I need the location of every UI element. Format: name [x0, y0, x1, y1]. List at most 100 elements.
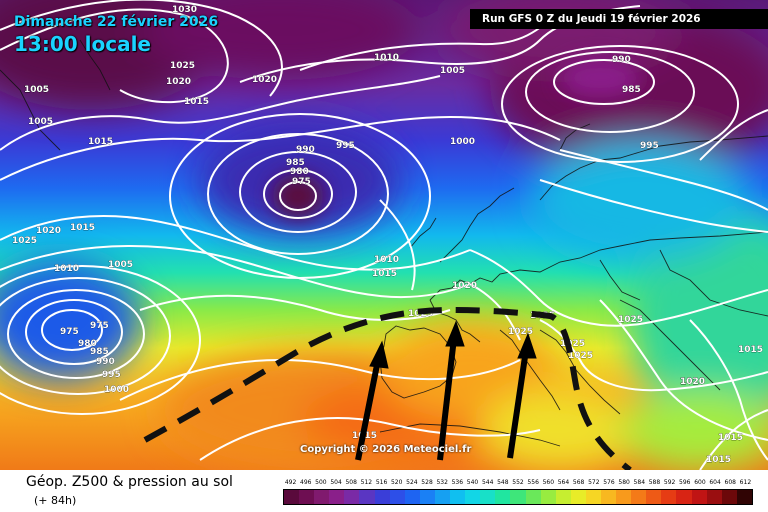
scale-swatch [525, 490, 541, 504]
isobar-label: 1005 [24, 85, 49, 95]
scale-label: 492 [284, 479, 297, 486]
forecast-time: 13:00 locale [14, 32, 151, 56]
arrow-3-head [517, 332, 537, 359]
scale-label: 540 [466, 479, 479, 486]
color-scale-labels: 492 496 500 504 508 512 516 520 524 528 532 536 540 5… [283, 479, 753, 487]
isobar-label: 985 [622, 85, 641, 95]
isobar-label: 1015 [738, 345, 763, 355]
scale-swatch [480, 490, 496, 504]
isobar-label: 1010 [374, 53, 399, 63]
scale-label: 572 [588, 479, 600, 486]
forecast-date: Dimanche 22 février 2026 [14, 14, 219, 30]
scale-label: 528 [421, 479, 433, 486]
isobar-label: 1015 [372, 269, 397, 279]
forecast-lead: (+ 84h) [34, 494, 77, 507]
isobar-label: 1005 [24, 85, 49, 95]
scale-label: 584 [633, 479, 646, 486]
isobars [0, 0, 768, 470]
isobar-label: 1025 [170, 61, 195, 71]
isobar-label: 995 [336, 141, 355, 151]
scale-swatch [374, 490, 390, 504]
isobar-label: 1020 [36, 226, 61, 236]
scale-swatch [344, 490, 360, 504]
isobar-label: 1020 [452, 281, 477, 291]
isobar-label: 975 [60, 327, 79, 337]
scale-label: 544 [481, 479, 494, 486]
isobar-label: 980 [290, 167, 309, 177]
scale-label: 592 [663, 479, 676, 486]
isobar-label: 1010 [54, 264, 79, 274]
scale-swatch [646, 490, 662, 504]
scale-swatch [510, 490, 526, 504]
isobar-label: 1005 [28, 117, 53, 127]
isobar-label: 1010 [374, 255, 399, 265]
isobar-label: 1015 [184, 97, 209, 107]
isobar-label: 1005 [108, 260, 133, 270]
scale-swatch [600, 490, 617, 504]
scale-label: 548 [497, 479, 509, 486]
scale-label: 512 [360, 479, 373, 486]
scale-label: 612 [739, 479, 752, 486]
isobar-label: 995 [640, 141, 659, 151]
scale-swatch [419, 490, 435, 504]
scale-swatch [495, 490, 511, 504]
scale-label: 496 [300, 479, 312, 486]
isobar-label: 1015 [88, 137, 113, 147]
isobar-label: 1005 [440, 66, 465, 76]
scale-label: 596 [679, 479, 691, 486]
scale-swatch [540, 490, 556, 504]
scale-swatch [585, 490, 601, 504]
scale-label: 552 [512, 479, 524, 486]
isobar-label: 990 [296, 145, 315, 155]
isobar-label: 1025 [618, 315, 643, 325]
scale-swatch [706, 490, 722, 504]
arrow-2-head [445, 320, 465, 347]
scale-label: 604 [709, 479, 721, 486]
isobar-label: 985 [286, 158, 305, 168]
isobar-label: 995 [102, 370, 121, 380]
isobar-label: 1025 [560, 339, 585, 349]
isobar-label: 980 [78, 339, 97, 349]
scale-label: 508 [345, 479, 357, 486]
scale-swatch [389, 490, 405, 504]
isobar-label: 1015 [718, 433, 743, 443]
scale-label: 556 [527, 479, 539, 486]
scale-label: 608 [724, 479, 736, 486]
arrow-2 [437, 337, 457, 461]
isobar-label: 975 [90, 321, 109, 331]
scale-label: 500 [315, 479, 327, 486]
isobar-label: 1025 [568, 351, 593, 361]
scale-swatch [404, 490, 420, 504]
copyright-text: Copyright © 2026 Meteociel.fr [300, 444, 472, 455]
isobar-label: 1000 [450, 137, 475, 147]
arrow-3 [507, 349, 529, 459]
scale-label: 580 [618, 479, 630, 486]
arrow-1 [355, 359, 381, 461]
scale-label: 568 [572, 479, 585, 486]
arrow-1-head [369, 340, 389, 369]
isobar-label: 1030 [172, 5, 197, 15]
ridge-line [143, 306, 632, 470]
scale-label: 560 [542, 479, 555, 486]
isobar-label: 990 [612, 55, 631, 65]
isobar-label: 1020 [680, 377, 705, 387]
isobar-label: 1025 [12, 236, 37, 246]
isobar-label: 1020 [166, 77, 191, 87]
scale-swatch [631, 490, 647, 504]
scale-label: 516 [375, 479, 388, 486]
scale-swatch [314, 490, 330, 504]
scale-label: 536 [451, 479, 464, 486]
isobar-label: 985 [90, 347, 109, 357]
isobar-label: 1020 [680, 377, 705, 387]
isobar-label: 1020 [252, 75, 277, 85]
model-run-label: Run GFS 0 Z du Jeudi 19 février 2026 [470, 9, 768, 29]
isobar-label: 1015 [70, 223, 95, 233]
scale-label: 520 [390, 479, 403, 486]
scale-swatch [555, 490, 571, 504]
scale-swatch [299, 490, 315, 504]
synoptic-map: 1030 1025 1020 1020 1015 1005 1010 1005 … [0, 0, 768, 470]
scale-swatch [676, 490, 692, 504]
scale-swatch [434, 490, 451, 504]
scale-label: 532 [436, 479, 448, 486]
